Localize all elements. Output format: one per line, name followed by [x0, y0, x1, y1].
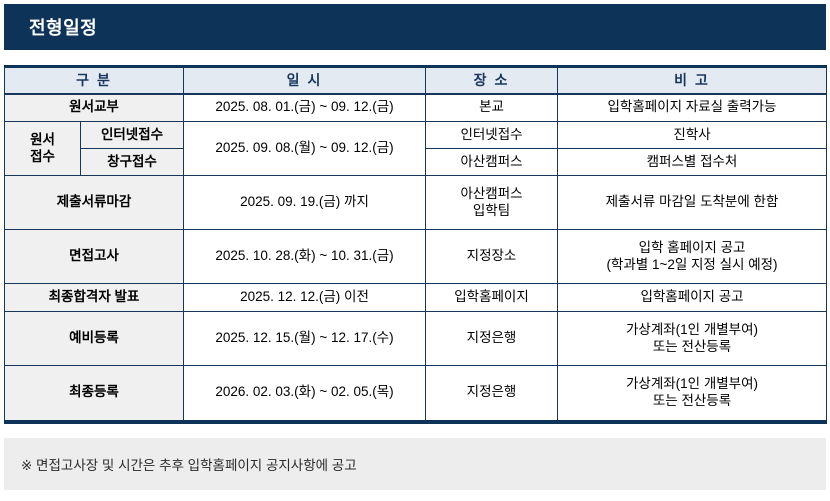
cell-subcategory: 창구접수	[80, 148, 184, 176]
row-internet-application: 원서 접수 인터넷접수 2025. 09. 08.(월) ~ 09. 12.(금…	[4, 121, 827, 176]
row-application-form-distribution: 원서교부 2025. 08. 01.(금) ~ 09. 12.(금) 본교 입학…	[4, 93, 827, 122]
cell-place: 인터넷접수	[425, 121, 558, 149]
cell-category: 예비등록	[4, 311, 184, 366]
cell-note: 제출서류 마감일 도착분에 한함	[557, 175, 827, 230]
cell-place: 지정은행	[425, 311, 558, 366]
column-header-note: 비 고	[557, 66, 827, 95]
footnote-text: ※ 면접고사장 및 시간은 추후 입학홈페이지 공지사항에 공고	[21, 457, 357, 473]
row-interview-exam: 면접고사 2025. 10. 28.(화) ~ 10. 31.(금) 지정장소 …	[4, 229, 827, 284]
section-title-bar: 전형일정	[4, 4, 826, 50]
row-final-results-announcement: 최종합격자 발표 2025. 12. 12.(금) 이전 입학홈페이지 입학홈페…	[4, 283, 827, 312]
column-header-place: 장 소	[425, 66, 558, 95]
cell-note: 캠퍼스별 접수처	[557, 148, 827, 176]
cell-place: 아산캠퍼스	[425, 148, 558, 176]
cell-note: 가상계좌(1인 개별부여) 또는 전산등록	[557, 365, 827, 422]
cell-place: 입학홈페이지	[425, 283, 558, 312]
cell-datetime: 2025. 12. 15.(월) ~ 12. 17.(수)	[183, 311, 426, 366]
cell-note: 입학홈페이지 공고	[557, 283, 827, 312]
cell-category-application: 원서 접수	[4, 121, 81, 176]
row-document-submission-deadline: 제출서류마감 2025. 09. 19.(금) 까지 아산캠퍼스 입학팀 제출서…	[4, 175, 827, 230]
page-title: 전형일정	[29, 18, 98, 38]
cell-place: 지정은행	[425, 365, 558, 422]
cell-datetime: 2026. 02. 03.(화) ~ 02. 05.(목)	[183, 365, 426, 422]
cell-category: 면접고사	[4, 229, 184, 284]
cell-datetime: 2025. 12. 12.(금) 이전	[183, 283, 426, 312]
cell-datetime: 2025. 10. 28.(화) ~ 10. 31.(금)	[183, 229, 426, 284]
cell-place: 아산캠퍼스 입학팀	[425, 175, 558, 230]
header-row: 구 분 일 시 장 소 비 고	[4, 66, 827, 95]
cell-place: 지정장소	[425, 229, 558, 284]
cell-category: 제출서류마감	[4, 175, 184, 230]
cell-note: 진학사	[557, 121, 827, 149]
cell-datetime: 2025. 09. 19.(금) 까지	[183, 175, 426, 230]
row-final-registration: 최종등록 2026. 02. 03.(화) ~ 02. 05.(목) 지정은행 …	[4, 365, 827, 422]
cell-datetime: 2025. 08. 01.(금) ~ 09. 12.(금)	[183, 93, 426, 122]
cell-place: 본교	[425, 93, 558, 122]
footnote-box: ※ 면접고사장 및 시간은 추후 입학홈페이지 공지사항에 공고	[4, 437, 826, 490]
row-preliminary-registration: 예비등록 2025. 12. 15.(월) ~ 12. 17.(수) 지정은행 …	[4, 311, 827, 366]
cell-note: 입학홈페이지 자료실 출력가능	[557, 93, 827, 122]
cell-datetime: 2025. 09. 08.(월) ~ 09. 12.(금)	[183, 121, 426, 176]
cell-category: 최종등록	[4, 365, 184, 422]
cell-category: 최종합격자 발표	[4, 283, 184, 312]
cell-subcategory: 인터넷접수	[80, 121, 184, 149]
cell-note: 가상계좌(1인 개별부여) 또는 전산등록	[557, 311, 827, 366]
row-window-application: 창구접수 아산캠퍼스 캠퍼스별 접수처	[5, 148, 827, 176]
column-header-category: 구 분	[4, 66, 184, 95]
cell-note: 입학 홈페이지 공고 (학과별 1~2일 지정 실시 예정)	[557, 229, 827, 284]
cell-category: 원서교부	[4, 93, 184, 122]
admission-schedule-table: 구 분 일 시 장 소 비 고 원서교부 2025. 08. 01.(금) ~ …	[4, 65, 827, 424]
column-header-datetime: 일 시	[183, 66, 426, 95]
